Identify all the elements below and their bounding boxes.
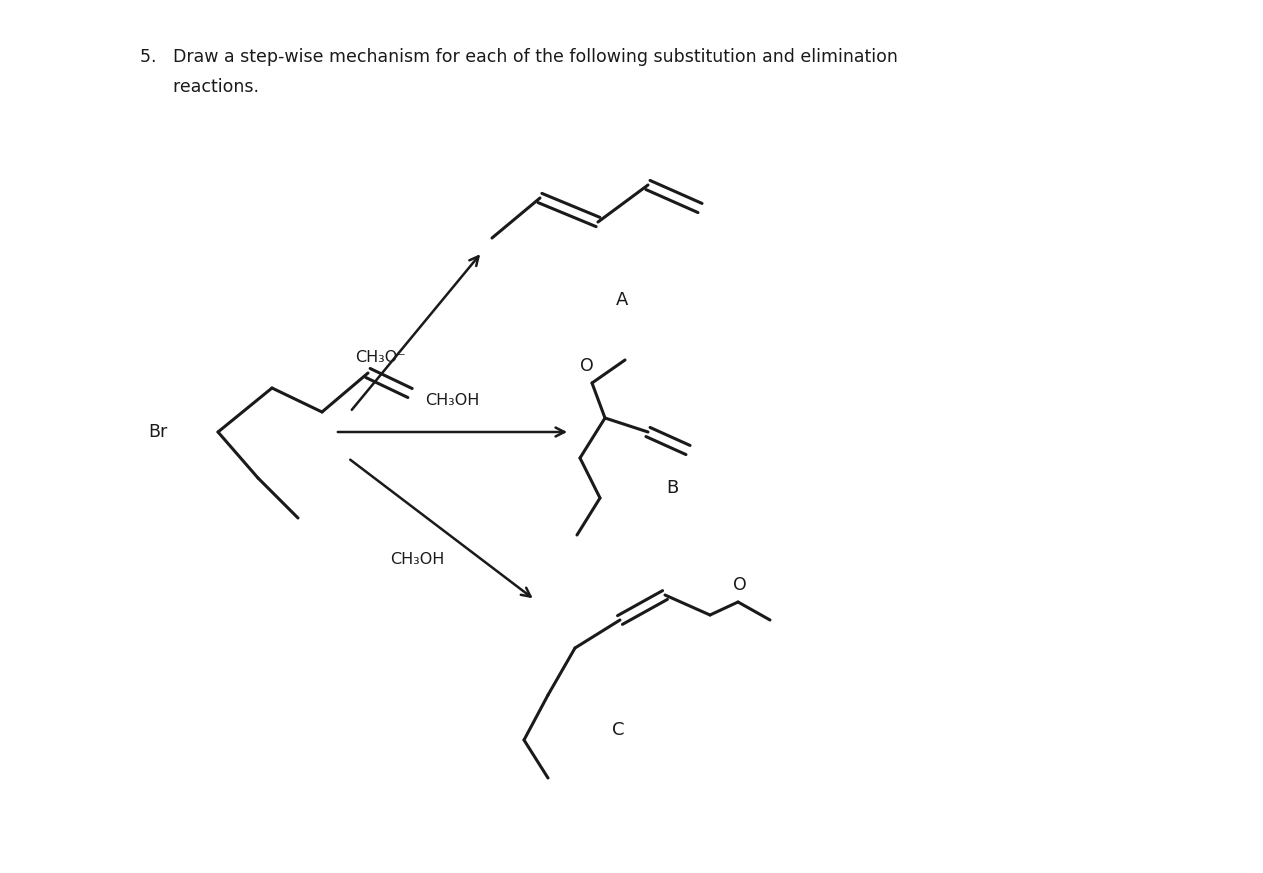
Text: O: O (580, 357, 594, 375)
Text: 5.   Draw a step-wise mechanism for each of the following substitution and elimi: 5. Draw a step-wise mechanism for each o… (140, 48, 898, 66)
Text: A: A (616, 291, 628, 309)
Text: CH₃OH: CH₃OH (390, 553, 445, 567)
Text: reactions.: reactions. (140, 78, 259, 96)
Text: CH₃OH: CH₃OH (424, 393, 479, 408)
Text: B: B (666, 479, 678, 497)
Text: C: C (611, 721, 624, 739)
Text: CH₃O⁻: CH₃O⁻ (355, 350, 405, 366)
Text: Br: Br (149, 423, 168, 441)
Text: O: O (733, 576, 746, 594)
